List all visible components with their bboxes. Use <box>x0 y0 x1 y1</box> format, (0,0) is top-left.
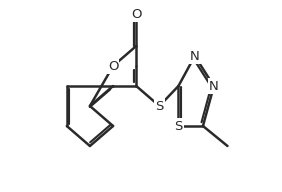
Text: O: O <box>108 60 118 73</box>
Text: O: O <box>131 7 142 21</box>
Text: N: N <box>190 50 200 63</box>
Text: S: S <box>174 119 183 132</box>
Text: S: S <box>155 99 164 113</box>
Text: N: N <box>209 79 219 93</box>
